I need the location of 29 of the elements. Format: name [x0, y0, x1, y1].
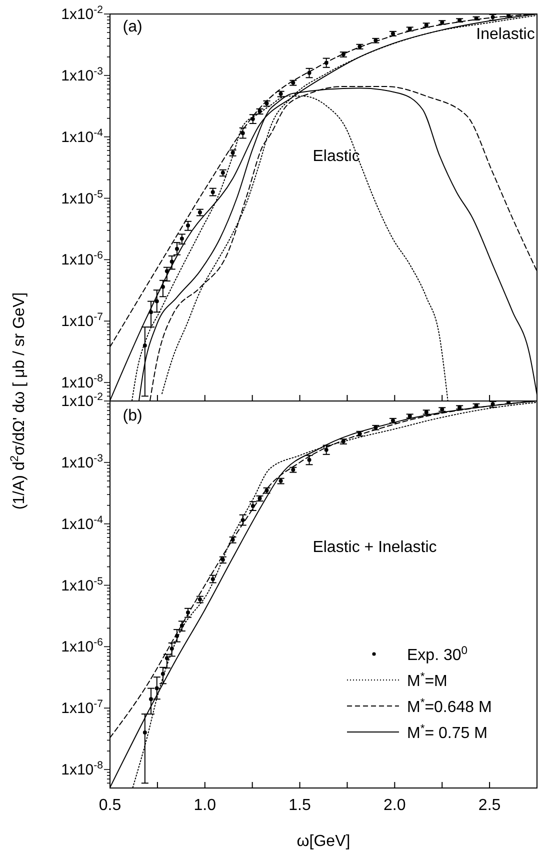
- y-tick-label: 1x10$^{-5}$: [61, 188, 104, 208]
- y-tick-label: 1x10$^{-8}$: [61, 760, 104, 779]
- y-tick-label: 1x10$^{-6}$: [61, 250, 104, 269]
- x-tick-label: 1.5: [288, 797, 311, 814]
- y-tick-label: 1x10$^{-2}$: [61, 4, 104, 23]
- x-tick-label: 0.5: [98, 797, 122, 814]
- y-tick-label: 1x10$^{-3}$: [61, 65, 104, 84]
- y-tick-label: 1x10$^{-7}$: [61, 311, 104, 330]
- x-tick-label: 2.5: [478, 797, 501, 814]
- legend-label: M$^{*}$=0.648 M: [407, 697, 492, 716]
- y-tick-label: 1x10$^{-3}$: [61, 452, 104, 472]
- y-tick-label: 1x10$^{-4}$: [61, 126, 104, 146]
- y-tick-label: 1x10$^{-6}$: [61, 636, 104, 656]
- x-tick-label: 2.0: [384, 797, 406, 814]
- y-tick-label: 1x10$^{-8}$: [61, 372, 104, 392]
- y-tick-label: 1x10$^{-5}$: [61, 575, 104, 594]
- annotation: Elastic: [312, 148, 360, 166]
- y-tick-label: 1x10$^{-2}$: [61, 391, 104, 410]
- annotation: (b): [122, 407, 142, 424]
- x-axis-title: ω[GeV]: [296, 833, 350, 850]
- y-tick-label: 1x10$^{-4}$: [61, 514, 104, 533]
- legend-label: M$^{*}$=M: [407, 671, 448, 690]
- annotation: (a): [122, 18, 142, 36]
- annotation: Elastic + Inelastic: [312, 538, 437, 556]
- legend-label: Exp. 30$^{0}$: [407, 645, 468, 664]
- legend-label: M$^{*}$= 0.75 M: [407, 723, 488, 742]
- y-tick-label: 1x10$^{-7}$: [61, 698, 104, 718]
- x-tick-label: 1.0: [194, 797, 216, 814]
- annotation: Inelastic: [476, 26, 535, 44]
